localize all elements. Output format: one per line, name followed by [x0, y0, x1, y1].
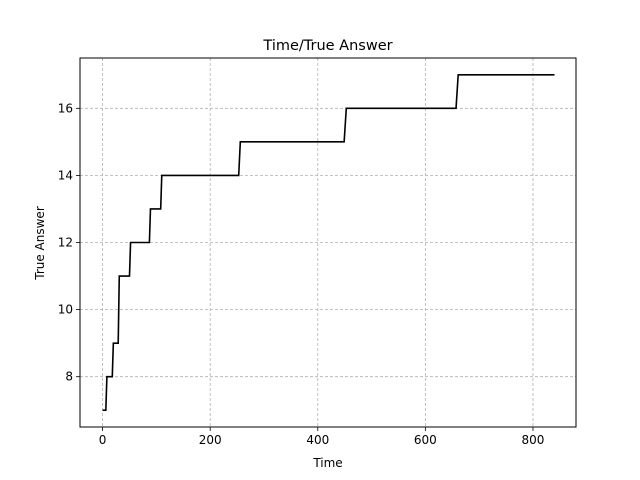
y-tick-label: 8: [65, 370, 73, 384]
y-tick-label: 12: [58, 236, 73, 250]
y-axis-label: True Answer: [33, 206, 47, 281]
y-axis-ticks: 8 10 12 14 16: [58, 101, 80, 384]
x-tick-label: 600: [414, 433, 437, 447]
y-tick-label: 14: [58, 168, 73, 182]
chart-title: Time/True Answer: [262, 38, 392, 54]
x-tick-label: 800: [522, 433, 545, 447]
grid: [80, 58, 576, 427]
x-axis-label: Time: [312, 456, 342, 470]
plot-area: [102, 73, 555, 412]
series-line: [102, 73, 555, 412]
y-tick-label: 10: [58, 303, 73, 317]
x-tick-label: 400: [306, 433, 329, 447]
y-tick-label: 16: [58, 101, 73, 115]
x-tick-label: 200: [199, 433, 222, 447]
x-axis-ticks: 0 200 400 600 800: [99, 427, 545, 447]
x-tick-label: 0: [99, 433, 107, 447]
